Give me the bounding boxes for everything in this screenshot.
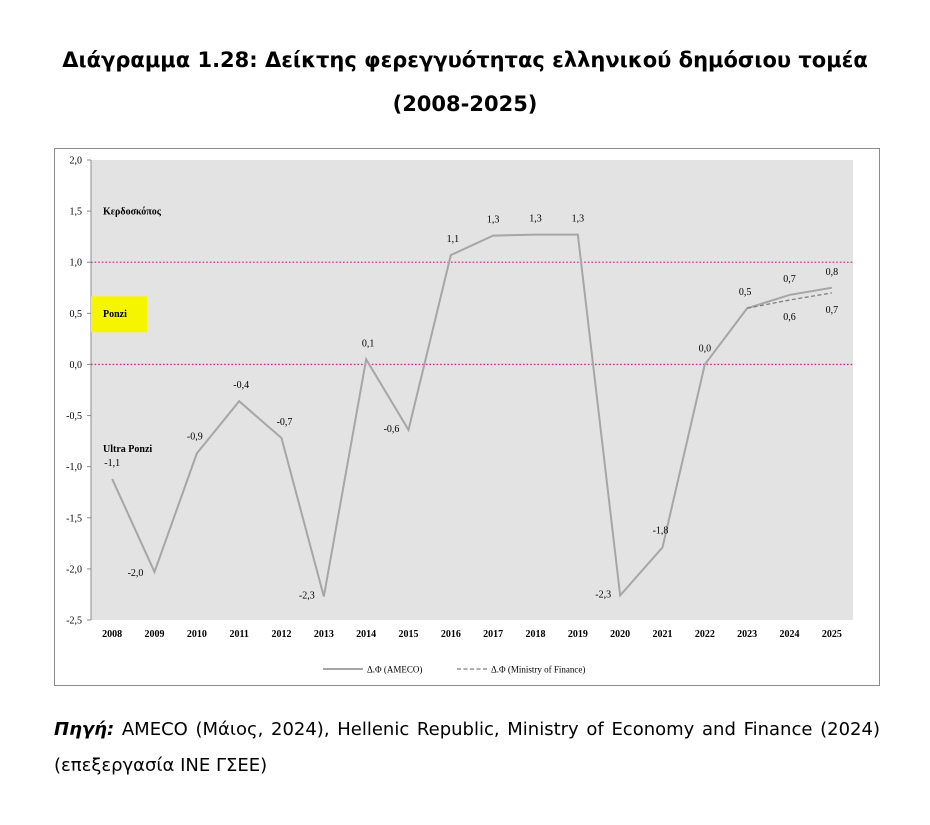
y-tick-label: -2,5 [66,616,82,627]
chart-title: Διάγραμμα 1.28: Δείκτης φερεγγυότητας ελ… [0,38,930,126]
data-label-ameco: -1,1 [104,458,120,469]
x-tick-label: 2011 [229,629,248,640]
data-label-ameco: 0,0 [699,343,712,354]
x-tick-label: 2018 [526,629,546,640]
source-note: Πηγή: AMECO (Μάιος, 2024), Hellenic Repu… [54,712,880,784]
y-tick-label: -2,0 [66,564,82,575]
data-label-ameco: -0,6 [384,424,400,435]
chart-frame: 2,0 1,5 1,0 0,5 0,0 -0,5 -1,0 -1,5 -2,0 -2,5 2008 2… [54,148,880,686]
line-chart: 2,0 1,5 1,0 0,5 0,0 -0,5 -1,0 -1,5 -2,0 -2,5 2008 2… [66,156,853,675]
x-tick-label: 2009 [145,629,165,640]
x-tick-label: 2016 [441,629,461,640]
series-line-ministry [747,292,832,309]
x-tick-label: 2021 [653,629,673,640]
zone-label: Ponzi [103,309,127,320]
y-tick-label: -1,5 [66,513,82,524]
data-label-ameco: 1,1 [447,234,460,245]
x-tick-label: 2019 [568,629,588,640]
x-tick-label: 2014 [356,629,376,640]
y-tick-label: -1,0 [66,462,82,473]
x-tick-label: 2013 [314,629,334,640]
data-label-ameco: 0,8 [826,267,839,278]
y-tick-label: -0,5 [66,411,82,422]
x-tick-label: 2015 [399,629,419,640]
y-tick-label: 0,5 [70,309,83,320]
plot-area [91,160,853,620]
y-tick-label: 1,0 [70,258,83,269]
data-label-ameco: 1,3 [487,215,500,226]
data-label-ameco: -2,0 [128,568,144,579]
x-tick-label: 2024 [780,629,800,640]
legend-label-ministry: Δ.Φ (Ministry of Finance) [491,665,585,675]
chart-title-lead: Διάγραμμα 1.28: [62,48,258,72]
data-label-ameco: -0,4 [233,380,249,391]
ponzi-highlight [91,296,147,333]
x-tick-label: 2017 [483,629,503,640]
data-label-ameco: -2,3 [595,589,611,600]
x-tick-label: 2008 [102,629,122,640]
source-text: AMECO (Μάιος, 2024), Hellenic Republic, … [54,719,880,776]
data-label-ameco: -0,7 [277,417,293,428]
y-tick-label: 0,0 [70,360,83,371]
data-label-ameco: -1,8 [653,525,669,536]
legend-label-ameco: Δ.Φ (AMECO) [367,665,422,675]
source-label: Πηγή: [54,719,115,740]
series-line-ameco [111,233,832,598]
data-label-ameco: -2,3 [299,590,315,601]
data-label-ameco: 0,1 [362,338,375,349]
x-tick-label: 2012 [272,629,292,640]
x-tick-label: 2022 [695,629,715,640]
chart-title-years: (2008-2025) [392,92,538,116]
y-tick-label: 1,5 [70,207,83,218]
data-label-ameco: 0,5 [739,287,752,298]
chart-title-text: Δείκτης φερεγγυότητας ελληνικού δημόσιου… [257,48,868,72]
zone-label: Ultra Ponzi [103,444,152,455]
y-tick-label: 2,0 [70,156,83,167]
x-tick-label: 2025 [822,629,842,640]
data-label-ameco: 1,3 [572,214,585,225]
x-tick-label: 2023 [737,629,757,640]
data-label-ministry: 0,6 [783,312,796,323]
zone-label: Κερδοσκόπος [103,207,162,218]
x-tick-label: 2010 [187,629,207,640]
data-label-ameco: 1,3 [529,214,542,225]
x-tick-label: 2020 [610,629,630,640]
data-label-ameco: 0,7 [783,274,796,285]
data-label-ministry: 0,7 [826,305,839,316]
data-label-ameco: -0,9 [187,431,203,442]
